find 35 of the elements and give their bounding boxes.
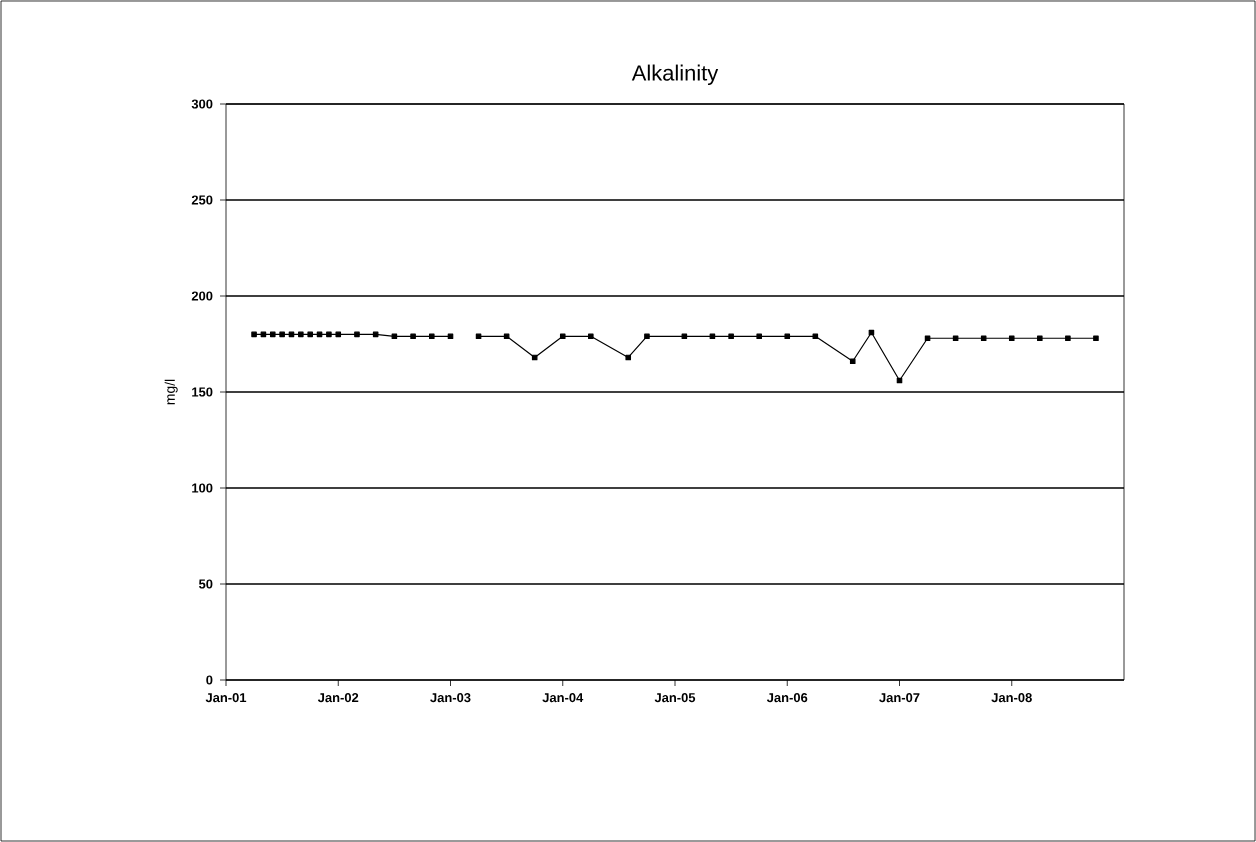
point bbox=[335, 331, 342, 338]
point bbox=[728, 333, 734, 340]
point bbox=[849, 358, 856, 365]
point bbox=[924, 335, 931, 342]
point bbox=[531, 354, 538, 361]
point bbox=[429, 333, 435, 340]
point bbox=[559, 333, 566, 340]
point bbox=[1037, 335, 1043, 342]
point bbox=[372, 331, 379, 338]
point bbox=[644, 333, 650, 340]
point bbox=[952, 335, 959, 342]
point bbox=[503, 333, 510, 340]
point bbox=[269, 331, 276, 338]
point bbox=[980, 335, 987, 342]
point bbox=[1008, 335, 1015, 342]
point bbox=[709, 333, 716, 340]
point bbox=[447, 333, 454, 340]
chart-title: Alkalinity bbox=[631, 64, 719, 85]
point bbox=[681, 333, 688, 340]
point bbox=[475, 333, 482, 340]
point bbox=[298, 331, 304, 338]
point bbox=[625, 354, 632, 361]
point bbox=[391, 333, 398, 340]
point bbox=[279, 331, 285, 338]
point bbox=[784, 333, 791, 340]
point bbox=[307, 331, 313, 338]
point bbox=[588, 333, 594, 340]
point bbox=[410, 333, 416, 340]
point bbox=[251, 331, 257, 338]
point bbox=[1093, 335, 1099, 342]
point bbox=[326, 331, 332, 338]
point bbox=[756, 333, 762, 340]
point bbox=[1065, 335, 1071, 342]
point bbox=[354, 331, 360, 338]
point bbox=[812, 333, 819, 340]
